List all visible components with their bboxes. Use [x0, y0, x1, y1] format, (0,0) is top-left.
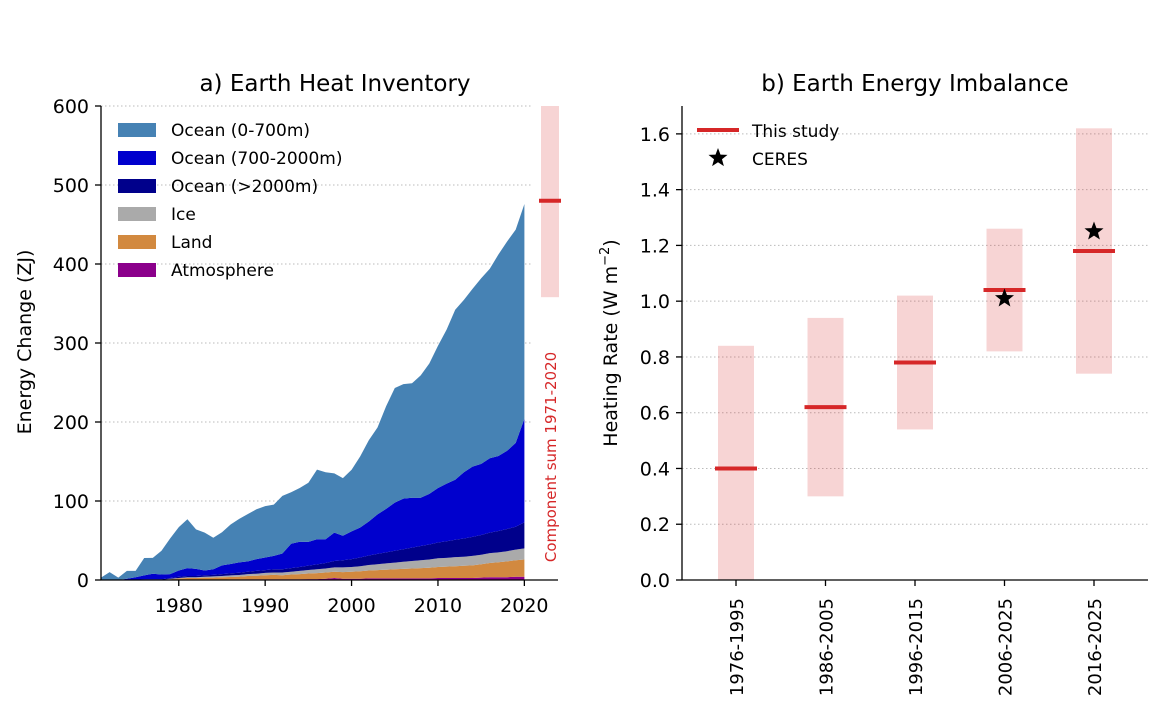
legend-swatch-land: [118, 235, 156, 249]
y-tick-label-1.0: 1.0: [640, 291, 670, 313]
x-tick-label-1996-2015: 1996-2015: [906, 598, 927, 696]
y-tick-label-600: 600: [53, 96, 89, 118]
y-tick-label-0.6: 0.6: [640, 403, 670, 425]
y-tick-label-1.6: 1.6: [640, 124, 670, 146]
legend-swatch-ceres: [708, 148, 728, 167]
legend-swatch-atmosphere: [118, 263, 156, 277]
heat-inventory-title: a) Earth Heat Inventory: [199, 71, 470, 97]
energy-imbalance-y-axis-label-superscript: −2: [598, 247, 613, 266]
energy-imbalance-y-axis-label: Heating Rate (W m−2): [598, 239, 622, 446]
energy-imbalance-panel: b) Earth Energy Imbalance 0.00.20.40.60.…: [598, 71, 1148, 696]
legend-label-atmosphere: Atmosphere: [171, 261, 274, 281]
legend-label-ocean-700-2000m-: Ocean (700-2000m): [171, 149, 342, 169]
component-sum-marker: [539, 106, 561, 298]
area-ocean-700-2000m-: [101, 418, 525, 580]
area-land: [101, 559, 525, 580]
legend-swatch-ocean-2000m-: [118, 179, 156, 193]
energy-imbalance-title: b) Earth Energy Imbalance: [761, 71, 1068, 97]
x-tick-label-1980: 1980: [155, 595, 203, 617]
legend-label-this-study: This study: [751, 122, 839, 142]
x-tick-label-2000: 2000: [327, 595, 375, 617]
x-tick-label-2016-2025: 2016-2025: [1085, 598, 1106, 696]
heat-inventory-stacked-areas: [101, 204, 525, 580]
y-tick-label-400: 400: [53, 254, 89, 276]
y-tick-label-0.2: 0.2: [640, 514, 670, 536]
ceres-star-2016-2025: [1084, 221, 1104, 240]
legend-swatch-ocean-700-2000m-: [118, 151, 156, 165]
y-tick-label-0.0: 0.0: [640, 570, 670, 592]
legend-label-ocean-0-700m-: Ocean (0-700m): [171, 121, 310, 141]
y-tick-label-100: 100: [53, 491, 89, 513]
area-atmosphere: [101, 576, 525, 580]
y-tick-label-0: 0: [77, 570, 89, 592]
energy-imbalance-ranges: [715, 128, 1115, 580]
y-tick-label-0.8: 0.8: [640, 347, 670, 369]
x-tick-label-2020: 2020: [500, 595, 548, 617]
energy-imbalance-gridlines: [682, 133, 1148, 525]
x-tick-label-1990: 1990: [241, 595, 289, 617]
x-tick-label-2010: 2010: [414, 595, 462, 617]
x-tick-label-1976-1995: 1976-1995: [727, 598, 748, 696]
legend-label-ice: Ice: [171, 205, 196, 225]
energy-imbalance-legend: This study CERES: [697, 122, 839, 170]
legend-label-ceres: CERES: [752, 150, 808, 170]
component-sum-annotation: Component sum 1971-2020: [542, 352, 560, 562]
legend-swatch-ocean-0-700m-: [118, 123, 156, 137]
heat-inventory-axes: 0 100 200 300 400 500 600 1980 1990 2000 2010 2020: [53, 96, 558, 617]
energy-imbalance-y-axis-label-tail: ): [600, 239, 622, 246]
heat-inventory-legend: Ocean (0-700m) Ocean (700-2000m) Ocean (>2…: [118, 121, 342, 281]
area-ocean-0-700m-: [101, 204, 525, 580]
y-tick-label-1.2: 1.2: [640, 235, 670, 257]
ceres-star-2006-2025: [994, 288, 1015, 307]
heat-inventory-y-axis-label: Energy Change (ZJ): [14, 250, 36, 435]
area-ice: [101, 548, 525, 580]
range-1976-1995: [718, 345, 754, 580]
y-tick-label-300: 300: [53, 333, 89, 355]
heat-inventory-panel: a) Earth Heat Inventory 0 100 200 300 400 500…: [14, 71, 561, 617]
energy-imbalance-y-axis-label-text: Heating Rate (W m: [600, 266, 622, 447]
legend-swatch-ice: [118, 207, 156, 221]
y-tick-label-1.4: 1.4: [640, 180, 670, 202]
legend-label-land: Land: [171, 233, 212, 253]
y-tick-label-500: 500: [53, 175, 89, 197]
y-tick-label-0.4: 0.4: [640, 458, 670, 480]
legend-label-ocean-2000m-: Ocean (>2000m): [171, 177, 318, 197]
x-tick-label-1986-2005: 1986-2005: [817, 598, 838, 696]
x-tick-label-2006-2025: 2006-2025: [996, 598, 1017, 696]
y-tick-label-200: 200: [53, 412, 89, 434]
area-ocean-2000m-: [101, 522, 525, 580]
energy-imbalance-axes: 0.0 0.2 0.4 0.6 0.8 1.0 1.2 1.4 1.6 1976-1995 1986…: [640, 106, 1148, 696]
